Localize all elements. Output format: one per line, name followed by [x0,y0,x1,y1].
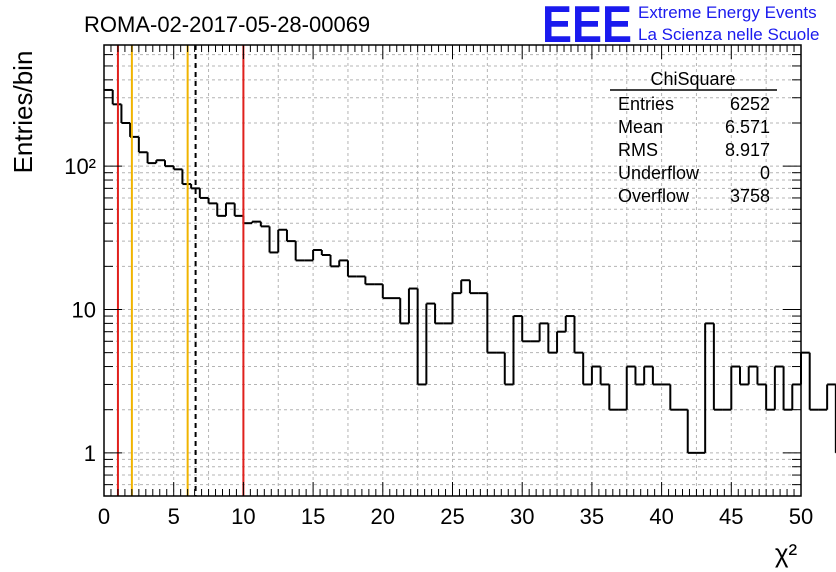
x-tick-label: 30 [510,504,534,529]
x-tick-label: 0 [98,504,110,529]
x-tick-label: 45 [719,504,743,529]
x-tick-label: 50 [789,504,813,529]
y-tick-label: 1 [84,441,96,466]
x-tick-label: 10 [231,504,255,529]
logo-line-2: La Scienza nelle Scuole [638,25,819,44]
stats-label-overflow: Overflow [618,186,690,206]
run-title: ROMA-02-2017-05-28-00069 [84,12,370,37]
x-tick-label: 40 [649,504,673,529]
stats-box-title: ChiSquare [650,69,735,89]
y-tick-label: 10 [72,297,96,322]
stats-value-rms: 8.917 [725,140,770,160]
stats-label-entries: Entries [618,94,674,114]
x-tick-label: 20 [371,504,395,529]
x-tick-label: 5 [168,504,180,529]
x-axis-title: χ² [775,538,798,568]
x-tick-label: 35 [580,504,604,529]
stats-value-overflow: 3758 [730,186,770,206]
stats-label-rms: RMS [618,140,658,160]
stats-label-mean: Mean [618,117,663,137]
stats-value-entries: 6252 [730,94,770,114]
stats-value-mean: 6.571 [725,117,770,137]
stats-label-underflow: Underflow [618,163,700,183]
x-tick-label: 15 [301,504,325,529]
y-tick-label: 10² [64,154,96,179]
plot-area: 0 5 10 15 20 25 30 35 40 45 50 1 10 10² [64,44,836,529]
logo-line-1: Extreme Energy Events [638,3,817,22]
stats-box: ChiSquare Entries 6252 Mean 6.571 RMS 8.… [610,69,777,206]
y-axis-title: Entries/bin [8,51,38,174]
eee-logo: EEE Extreme Energy Events La Scienza nel… [542,0,819,54]
stats-value-underflow: 0 [760,163,770,183]
eee-logo-mark: EEE [542,0,632,54]
x-tick-label: 25 [440,504,464,529]
